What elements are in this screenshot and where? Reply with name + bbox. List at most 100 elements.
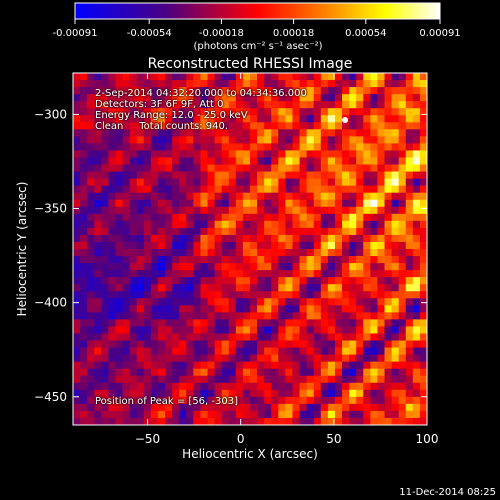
heatmap-cell	[143, 234, 152, 243]
heatmap-cell	[165, 403, 173, 412]
heatmap-cell	[377, 305, 386, 313]
heatmap-cell	[242, 340, 251, 349]
heatmap-cell	[285, 319, 293, 327]
heatmap-cell	[221, 241, 230, 250]
colorbar-units-label: (photons cm⁻² s⁻¹ asec⁻²)	[193, 41, 322, 52]
heatmap-cell	[419, 150, 427, 158]
heatmap-cell	[94, 94, 102, 102]
heatmap-cell	[94, 108, 102, 116]
heatmap-cell	[405, 354, 414, 363]
heatmap-cell	[299, 115, 308, 123]
heatmap-cell	[377, 178, 386, 187]
heatmap-cell	[250, 129, 258, 137]
heatmap-cell	[87, 178, 95, 187]
heatmap-cell	[363, 270, 371, 278]
heatmap-cell	[257, 396, 265, 405]
heatmap-cell	[405, 256, 414, 264]
heatmap-cell	[87, 305, 95, 313]
heatmap-cell	[221, 256, 230, 264]
heatmap-cell	[278, 305, 286, 313]
heatmap-cell	[398, 270, 407, 278]
heatmap-cell	[108, 73, 116, 81]
heatmap-cell	[200, 298, 209, 306]
heatmap-cell	[320, 73, 329, 81]
heatmap-cell	[327, 101, 336, 109]
heatmap-cell	[87, 375, 95, 384]
heatmap-cell	[349, 382, 357, 391]
heatmap-cell	[80, 340, 88, 349]
heatmap-cell	[250, 263, 258, 271]
heatmap-cell	[193, 396, 201, 405]
heatmap-cell	[334, 305, 343, 313]
heatmap-cell	[235, 284, 244, 292]
colorbar-frame	[74, 2, 441, 20]
heatmap-cell	[384, 263, 393, 271]
heatmap-cell	[157, 213, 166, 222]
heatmap-cell	[221, 298, 230, 306]
heatmap-cell	[214, 396, 223, 405]
heatmap-cell	[377, 270, 386, 278]
heatmap-cell	[172, 241, 180, 250]
heatmap-cell	[172, 227, 180, 236]
heatmap-cell	[370, 263, 378, 271]
heatmap-cell	[306, 220, 315, 229]
heatmap-cell	[257, 249, 265, 257]
heatmap-cell	[292, 249, 301, 257]
heatmap-cell	[363, 291, 371, 299]
heatmap-cell	[122, 291, 131, 299]
heatmap-cell	[292, 129, 301, 137]
heatmap-cell	[370, 291, 378, 299]
heatmap-cell	[150, 199, 159, 208]
heatmap-cell	[143, 220, 152, 229]
heatmap-cell	[221, 361, 230, 370]
heatmap-cell	[94, 319, 102, 327]
heatmap-cell	[257, 277, 265, 285]
heatmap-cell	[129, 410, 138, 419]
heatmap-cell	[193, 375, 201, 384]
heatmap-cell	[363, 164, 371, 173]
heatmap-cell	[320, 199, 329, 208]
heatmap-cell	[165, 389, 173, 398]
heatmap-cell	[334, 150, 343, 158]
heatmap-cell	[235, 108, 244, 116]
heatmap-cell	[384, 305, 393, 313]
heatmap-cell	[94, 220, 102, 229]
heatmap-cell	[228, 80, 237, 88]
heatmap-cell	[228, 375, 237, 384]
heatmap-cell	[278, 213, 286, 222]
heatmap-cell	[250, 340, 258, 349]
heatmap-cell	[207, 87, 216, 95]
heatmap-cell	[412, 396, 421, 405]
heatmap-cell	[136, 312, 145, 320]
heatmap-cell	[221, 73, 230, 81]
heatmap-cell	[115, 164, 124, 173]
heatmap-cell	[271, 410, 279, 419]
heatmap-cell	[143, 410, 152, 419]
heatmap-cell	[306, 234, 315, 243]
heatmap-cell	[228, 340, 237, 349]
heatmap-cell	[172, 305, 180, 313]
heatmap-cell	[405, 213, 414, 222]
heatmap-cell	[327, 403, 336, 412]
heatmap-cell	[186, 368, 194, 377]
heatmap-cell	[384, 347, 393, 356]
heatmap-cell	[193, 178, 201, 187]
heatmap-cell	[370, 129, 378, 137]
heatmap-cell	[179, 87, 187, 95]
heatmap-cell	[179, 234, 187, 243]
heatmap-cell	[129, 136, 138, 144]
heatmap-cell	[94, 150, 102, 158]
heatmap-cell	[306, 270, 315, 278]
heatmap-cell	[193, 326, 201, 334]
heatmap-cell	[193, 73, 201, 81]
heatmap-cell	[214, 192, 223, 201]
heatmap-cell	[200, 101, 209, 109]
heatmap-cell	[101, 157, 109, 166]
heatmap-cell	[306, 192, 315, 201]
heatmap-cell	[320, 164, 329, 173]
heatmap-cell	[101, 108, 109, 116]
heatmap-cell	[157, 347, 166, 356]
heatmap-cell	[334, 347, 343, 356]
heatmap-cell	[179, 192, 187, 201]
heatmap-cell	[349, 256, 357, 264]
